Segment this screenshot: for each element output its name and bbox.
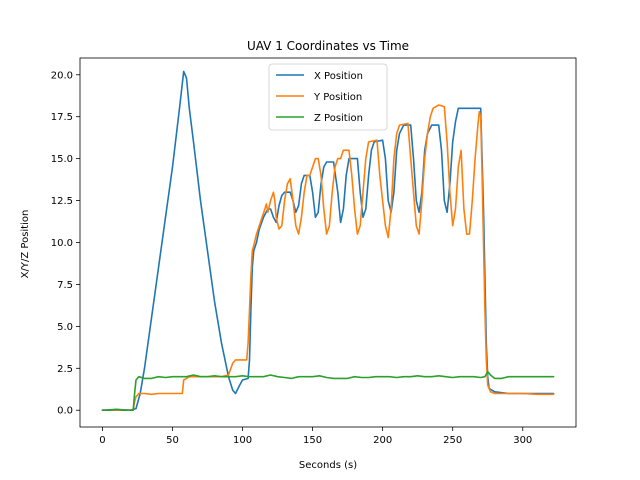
plot-area: 0 50 100 150 200 250 300 0.0 2.5 5.0 7.5 10.0 12.5 1… [51, 57, 577, 446]
x-tick-label: 150 [303, 435, 322, 446]
x-tick-label: 250 [443, 435, 462, 446]
x-axis-label: Seconds (s) [299, 460, 357, 471]
x-tick-label: 100 [233, 435, 252, 446]
x-tick-label: 300 [513, 435, 532, 446]
y-position-legend-label: Y Position [313, 92, 362, 103]
legend-box [268, 63, 388, 131]
series-layer [101, 70, 555, 412]
z-position-series-line [101, 370, 555, 412]
y-tick-label: 17.5 [51, 112, 73, 123]
y-axis-ticks: 0.0 2.5 5.0 7.5 10.0 12.5 15.0 17.5 20.0 [51, 70, 80, 417]
x-tick-label: 200 [373, 435, 392, 446]
legend: X Position Y Position Z Position [268, 63, 388, 131]
y-tick-label: 2.5 [57, 364, 73, 375]
x-position-series-line [101, 70, 555, 412]
y-axis-label: X/Y/Z Position [20, 210, 31, 279]
y-tick-label: 12.5 [51, 196, 73, 207]
y-tick-label: 5.0 [57, 322, 73, 333]
x-axis-ticks: 0 50 100 150 200 250 300 [99, 427, 532, 446]
y-tick-label: 20.0 [51, 70, 73, 81]
y-tick-label: 10.0 [51, 238, 73, 249]
z-position-legend-label: Z Position [314, 113, 363, 124]
chart-title: UAV 1 Coordinates vs Time [247, 39, 409, 53]
x-tick-label: 0 [99, 435, 105, 446]
x-tick-label: 50 [166, 435, 179, 446]
y-tick-label: 15.0 [51, 154, 73, 165]
y-tick-label: 7.5 [57, 280, 73, 291]
y-tick-label: 0.0 [57, 406, 73, 417]
x-position-legend-label: X Position [314, 71, 363, 82]
y-position-series-line [101, 104, 555, 412]
